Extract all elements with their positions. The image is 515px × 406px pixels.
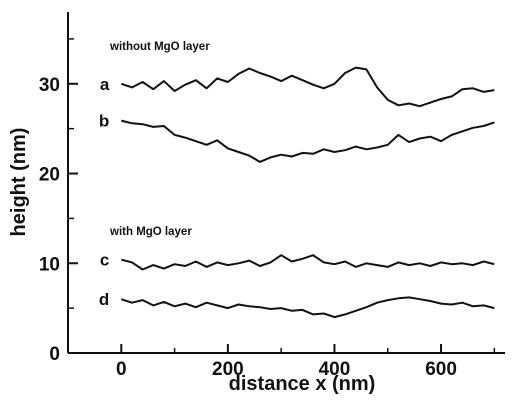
y-axis-label: height (nm) xyxy=(8,128,30,237)
series-c-line xyxy=(121,254,495,271)
series-b-line xyxy=(121,119,495,163)
major-ticks xyxy=(68,82,443,354)
group-label-without-mgo: without MgO layer xyxy=(109,41,210,53)
minor-ticks xyxy=(67,38,496,353)
series-d-label: d xyxy=(99,290,109,309)
series-lines xyxy=(120,66,495,319)
tick-labels: 0 200 400 600 0 10 20 30 xyxy=(39,75,457,380)
series-labels: ab c d xyxy=(99,75,110,309)
x-tick-label: 600 xyxy=(425,359,457,380)
series-a-label: a xyxy=(100,75,110,94)
axes xyxy=(67,12,505,354)
group-label-with-mgo: with MgO layer xyxy=(109,226,192,238)
y-tick-label: 0 xyxy=(49,344,60,365)
series-c-label: c xyxy=(100,251,109,270)
y-tick-label: 10 xyxy=(39,254,60,275)
series-a-line xyxy=(120,66,495,108)
series-d-line xyxy=(120,296,495,319)
x-axis-label: distance x (nm) xyxy=(229,373,376,395)
series-b-label: b xyxy=(99,112,109,131)
x-tick-label: 0 xyxy=(116,359,127,380)
x-tick-label: 400 xyxy=(319,359,351,380)
y-tick-label: 30 xyxy=(39,75,60,96)
y-tick-label: 20 xyxy=(39,165,60,186)
x-tick-label: 200 xyxy=(212,359,244,380)
